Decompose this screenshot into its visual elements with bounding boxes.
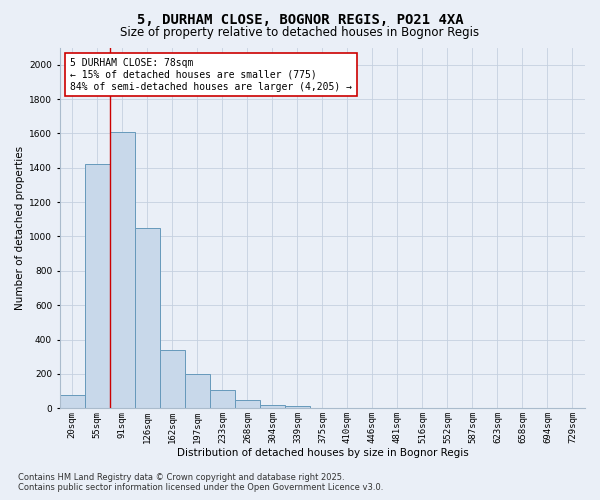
Bar (60, 396, 85, 408)
Bar (110, 132, 135, 408)
Bar (260, 405, 285, 408)
Bar (285, 406, 310, 408)
Text: Contains HM Land Registry data © Crown copyright and database right 2025.
Contai: Contains HM Land Registry data © Crown c… (18, 473, 383, 492)
Bar (185, 374, 210, 408)
Bar (85, 164, 110, 408)
Text: Size of property relative to detached houses in Bognor Regis: Size of property relative to detached ho… (121, 26, 479, 39)
Bar (210, 390, 235, 408)
Bar (235, 400, 260, 408)
Y-axis label: Number of detached properties: Number of detached properties (15, 146, 25, 310)
Bar (135, 228, 160, 408)
Text: 5 DURHAM CLOSE: 78sqm
← 15% of detached houses are smaller (775)
84% of semi-det: 5 DURHAM CLOSE: 78sqm ← 15% of detached … (70, 58, 352, 92)
Text: 5, DURHAM CLOSE, BOGNOR REGIS, PO21 4XA: 5, DURHAM CLOSE, BOGNOR REGIS, PO21 4XA (137, 12, 463, 26)
Bar (160, 350, 185, 408)
X-axis label: Distribution of detached houses by size in Bognor Regis: Distribution of detached houses by size … (176, 448, 468, 458)
